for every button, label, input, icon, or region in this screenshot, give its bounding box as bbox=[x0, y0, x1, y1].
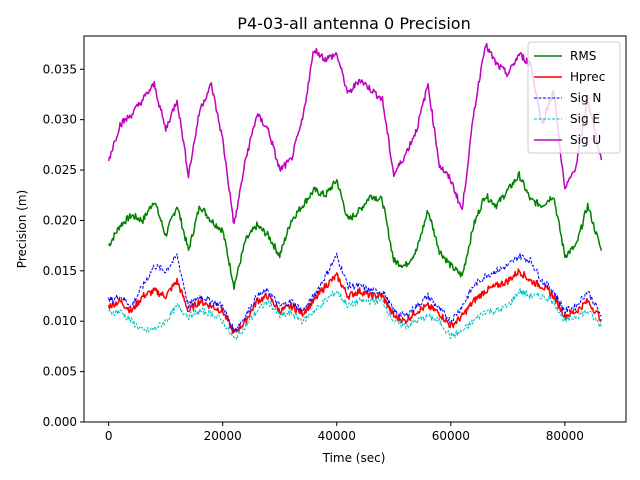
y-tick-label: 0.000 bbox=[43, 415, 77, 429]
x-axis: 0 20000 40000 60000 80000 bbox=[105, 422, 584, 443]
y-tick-label: 0.010 bbox=[43, 314, 77, 328]
y-axis: 0.000 0.005 0.010 0.015 0.020 0.025 0.030 0.035 bbox=[43, 62, 84, 429]
series-line-rms bbox=[107, 171, 603, 291]
legend-box bbox=[527, 41, 621, 154]
legend-label: RMS bbox=[570, 49, 596, 63]
y-tick-label: 0.015 bbox=[43, 264, 77, 278]
chart-title: P4-03-all antenna 0 Precision bbox=[237, 14, 470, 33]
y-tick-label: 0.030 bbox=[43, 113, 77, 127]
legend-label: Hprec bbox=[570, 70, 605, 84]
series-line-sig-n bbox=[108, 252, 602, 334]
plot-frame bbox=[83, 35, 627, 423]
y-tick-label: 0.020 bbox=[43, 213, 77, 227]
series-line-sig-u bbox=[107, 42, 603, 224]
x-tick-label: 20000 bbox=[204, 429, 242, 443]
legend-label: Sig E bbox=[570, 112, 600, 126]
y-axis-label: Precision (m) bbox=[15, 190, 29, 268]
legend: RMS Hprec Sig N Sig E Sig U bbox=[527, 41, 621, 154]
y-tick-label: 0.025 bbox=[43, 163, 77, 177]
legend-label: Sig U bbox=[570, 133, 601, 147]
y-tick-label: 0.005 bbox=[43, 365, 77, 379]
x-tick-label: 80000 bbox=[546, 429, 584, 443]
legend-label: Sig N bbox=[570, 91, 601, 105]
x-axis-label: Time (sec) bbox=[322, 451, 386, 465]
x-tick-label: 60000 bbox=[432, 429, 470, 443]
x-tick-label: 40000 bbox=[318, 429, 356, 443]
series-line-hprec bbox=[107, 268, 603, 334]
y-tick-label: 0.035 bbox=[43, 62, 77, 76]
x-tick-label: 0 bbox=[105, 429, 113, 443]
series-line-sig-e bbox=[108, 287, 602, 341]
series-layer bbox=[107, 42, 603, 341]
